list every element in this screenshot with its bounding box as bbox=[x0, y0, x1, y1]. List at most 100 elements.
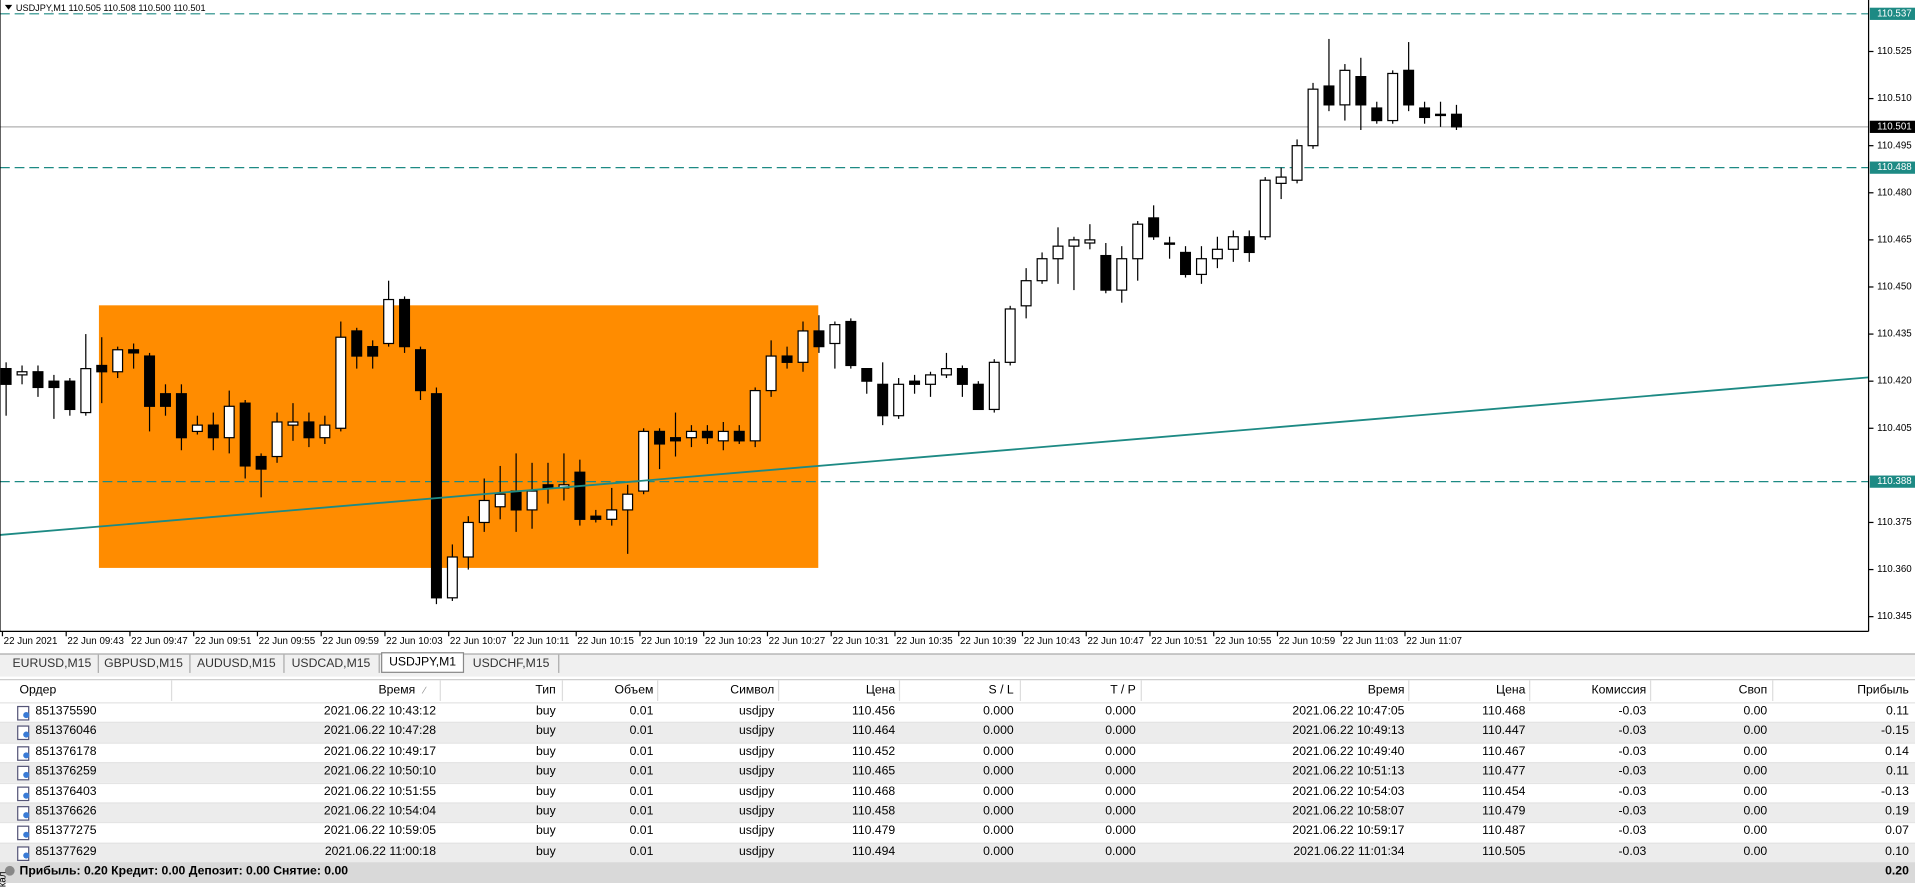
candle-body bbox=[0, 368, 12, 385]
candle-body bbox=[1164, 242, 1176, 245]
y-tick-label: 110.405 bbox=[1877, 423, 1912, 434]
table-row[interactable] bbox=[0, 762, 1915, 784]
table-cell: usdjpy bbox=[739, 824, 775, 839]
table-row[interactable] bbox=[0, 722, 1915, 744]
table-row[interactable] bbox=[0, 802, 1915, 824]
x-tick-label: 22 Jun 10:27 bbox=[769, 636, 825, 647]
table-cell: 110.468 bbox=[1482, 704, 1526, 719]
table-cell: 851376626 bbox=[35, 804, 97, 819]
candle-body bbox=[16, 371, 28, 376]
tab[interactable]: USDCAD,M15 bbox=[283, 654, 380, 673]
column-separator bbox=[1649, 680, 1652, 702]
table-row[interactable] bbox=[0, 702, 1915, 724]
x-tick-label: 22 Jun 10:31 bbox=[832, 636, 888, 647]
table-row[interactable] bbox=[0, 822, 1915, 844]
table-cell: 110.479 bbox=[1482, 804, 1526, 819]
tab[interactable]: AUDUSD,M15 bbox=[189, 654, 285, 673]
table-cell: 2021.06.22 10:51:13 bbox=[1292, 764, 1405, 779]
table-cell: 0.000 bbox=[983, 804, 1014, 819]
trendline bbox=[0, 376, 1869, 536]
column-header: Цена bbox=[865, 683, 896, 698]
candle-body bbox=[1068, 239, 1080, 247]
candle-body bbox=[1132, 223, 1144, 260]
table-cell: 2021.06.22 10:49:40 bbox=[1292, 744, 1405, 759]
order-icon-dot bbox=[23, 712, 30, 719]
candle-body bbox=[988, 361, 1000, 411]
x-tick-label: 22 Jun 10:39 bbox=[960, 636, 1016, 647]
table-cell: 0.01 bbox=[629, 804, 654, 819]
x-tick-label: 22 Jun 09:59 bbox=[322, 636, 378, 647]
column-separator bbox=[777, 680, 780, 702]
tab[interactable]: GBPUSD,M15 bbox=[98, 654, 191, 673]
table-row[interactable] bbox=[0, 742, 1915, 764]
candle-body bbox=[319, 424, 331, 439]
table-cell: 110.468 bbox=[851, 784, 896, 799]
candle-body bbox=[622, 493, 634, 511]
table-cell: -0.03 bbox=[1618, 724, 1647, 739]
table-row[interactable] bbox=[0, 782, 1915, 804]
y-tick-label: 110.465 bbox=[1877, 234, 1912, 245]
table-cell: 0.00 bbox=[1743, 824, 1768, 839]
table-cell: 0.000 bbox=[1105, 724, 1136, 739]
table-cell: -0.03 bbox=[1618, 784, 1647, 799]
tab[interactable]: USDCHF,M15 bbox=[464, 654, 560, 673]
column-separator bbox=[898, 680, 901, 702]
candle-body bbox=[781, 355, 793, 363]
table-cell: 2021.06.22 10:43:12 bbox=[323, 704, 437, 719]
y-tick-label: 110.435 bbox=[1877, 329, 1912, 340]
x-tick-label: 22 Jun 10:35 bbox=[896, 636, 953, 647]
table-cell: 851376403 bbox=[35, 784, 97, 799]
x-tick-label: 22 Jun 10:03 bbox=[386, 636, 442, 647]
table-cell: 0.07 bbox=[1885, 824, 1909, 839]
table-cell: 0.01 bbox=[629, 764, 654, 779]
order-icon-dot bbox=[23, 732, 30, 739]
tab[interactable]: USDJPY,M1 bbox=[381, 652, 465, 673]
table-cell: 2021.06.22 10:49:13 bbox=[1292, 724, 1405, 739]
side-label: кал bbox=[0, 871, 8, 887]
table-cell: -0.03 bbox=[1618, 744, 1647, 759]
table-cell: -0.13 bbox=[1881, 784, 1909, 799]
candle-body bbox=[1004, 308, 1016, 363]
candle-body bbox=[909, 380, 921, 385]
table-cell: 2021.06.22 10:49:17 bbox=[323, 744, 437, 759]
column-separator bbox=[1408, 680, 1410, 702]
table-row[interactable] bbox=[0, 842, 1915, 864]
table-cell: usdjpy bbox=[739, 724, 775, 739]
summary-bar bbox=[0, 862, 1915, 883]
tab[interactable]: EURUSD,M15 bbox=[6, 654, 99, 673]
table-cell: 0.000 bbox=[1105, 764, 1136, 779]
table-cell: 0.00 bbox=[1743, 704, 1768, 719]
candle-body bbox=[972, 383, 984, 411]
table-cell: usdjpy bbox=[739, 764, 775, 779]
highlight-rect bbox=[98, 305, 819, 568]
table-cell: 0.000 bbox=[1105, 784, 1136, 799]
candle-body bbox=[462, 521, 474, 558]
candle-body bbox=[255, 455, 267, 470]
x-tick-label: 22 Jun 10:15 bbox=[577, 636, 634, 647]
column-header: Объем bbox=[614, 683, 654, 698]
table-cell: buy bbox=[535, 724, 556, 739]
y-tick-label: 110.480 bbox=[1877, 187, 1912, 198]
table-cell: 0.01 bbox=[629, 704, 654, 719]
column-separator bbox=[657, 680, 659, 702]
menu-arrow[interactable] bbox=[4, 4, 13, 10]
column-header: S / L bbox=[988, 683, 1014, 698]
candle-body bbox=[239, 402, 251, 467]
x-tick-label: 22 Jun 10:55 bbox=[1215, 636, 1272, 647]
table-cell: 110.454 bbox=[1482, 784, 1526, 799]
table-cell: buy bbox=[535, 824, 556, 839]
summary-icon bbox=[4, 865, 15, 876]
candle-body bbox=[207, 424, 219, 439]
table-cell: 2021.06.22 10:54:03 bbox=[1292, 784, 1405, 799]
candle-body bbox=[797, 330, 809, 363]
x-tick-label: 22 Jun 10:51 bbox=[1151, 636, 1207, 647]
candle-body bbox=[670, 437, 681, 442]
column-separator bbox=[170, 680, 173, 702]
x-tick-label: 22 Jun 09:43 bbox=[67, 636, 123, 647]
candle-body bbox=[494, 493, 506, 508]
chart-header: USDJPY,M1 110.505 110.508 110.500 110.50… bbox=[16, 3, 206, 13]
candle-body bbox=[1291, 145, 1303, 181]
summary-total: 0.20 bbox=[1885, 864, 1909, 879]
y-tick-label: 110.495 bbox=[1877, 140, 1912, 151]
